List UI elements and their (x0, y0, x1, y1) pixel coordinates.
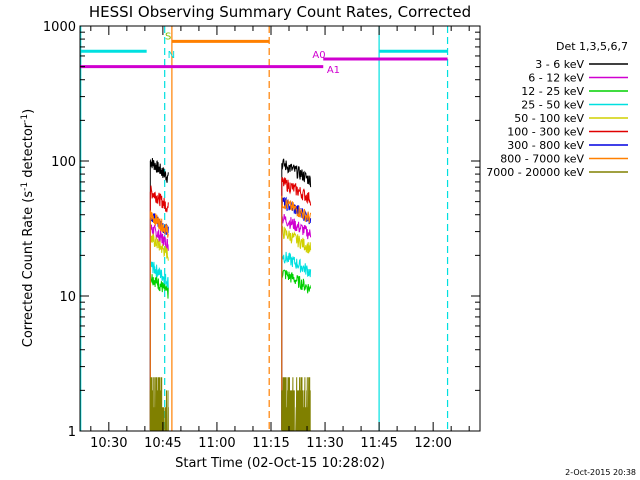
legend-label: 800 - 7000 keV (500, 153, 584, 166)
series-line (281, 158, 312, 430)
y-tick-label: 100 (51, 155, 76, 170)
series-line (281, 377, 311, 432)
series-line (281, 196, 312, 430)
y-tick-label: 1000 (43, 20, 76, 35)
x-axis-label: Start Time (02-Oct-15 10:28:02) (175, 456, 385, 471)
y-label-mid: detector (21, 122, 36, 182)
series-line (281, 176, 312, 430)
y-label-sup1: -1 (20, 182, 30, 191)
legend-label: 3 - 6 keV (535, 58, 584, 71)
x-tick-label: 11:30 (306, 436, 343, 451)
tick-layer: 1 10 100 1000 10:30 10:45 11:00 11:15 11:30 11:45… (43, 20, 480, 451)
series-line (281, 251, 312, 430)
annotation-label: A0 (312, 50, 325, 61)
series-line (281, 224, 312, 430)
legend-label: 6 - 12 keV (528, 72, 584, 85)
x-tick-label: 12:00 (414, 436, 451, 451)
series-line (149, 210, 169, 430)
legend-title: Det 1,3,5,6,7 (556, 40, 628, 53)
series-line (149, 185, 169, 430)
x-tick-label: 11:15 (252, 436, 289, 451)
series-line (149, 224, 169, 430)
series-line (149, 232, 169, 430)
y-tick-label: 10 (59, 290, 76, 305)
series-line (149, 377, 169, 432)
annotation-label: N (168, 50, 175, 61)
annotation-label: S (165, 32, 171, 43)
y-label-end: ) (21, 109, 36, 114)
y-label-main: Corrected Count Rate (s (21, 191, 36, 348)
x-tick-label: 10:30 (90, 436, 127, 451)
legend-label: 50 - 100 keV (514, 112, 584, 125)
series-line (281, 213, 312, 430)
series-line (149, 261, 169, 430)
y-label-sup2: -1 (20, 114, 30, 123)
y-axis-label: Corrected Count Rate (s-1 detector-1) (20, 109, 36, 347)
series-line (149, 274, 169, 430)
y-tick-label: 1 (68, 425, 76, 440)
annotation-label: A1 (327, 65, 340, 76)
x-tick-label: 10:45 (144, 436, 181, 451)
legend-label: 25 - 50 keV (521, 99, 584, 112)
axes-layer (79, 25, 481, 432)
series-line (281, 269, 312, 430)
legend-label: 100 - 300 keV (507, 126, 584, 139)
series-line (149, 157, 169, 430)
plot-frame (79, 25, 481, 432)
x-tick-label: 11:45 (360, 436, 397, 451)
footer-timestamp: 2-Oct-2015 20:38 (565, 468, 636, 477)
series-line (281, 195, 312, 430)
chart-title: HESSI Observing Summary Count Rates, Cor… (89, 3, 471, 21)
x-tick-label: 11:00 (198, 436, 235, 451)
legend-label: 12 - 25 keV (521, 85, 584, 98)
legend-label: 7000 - 20000 keV (486, 166, 584, 179)
legend-label: 300 - 800 keV (507, 139, 584, 152)
